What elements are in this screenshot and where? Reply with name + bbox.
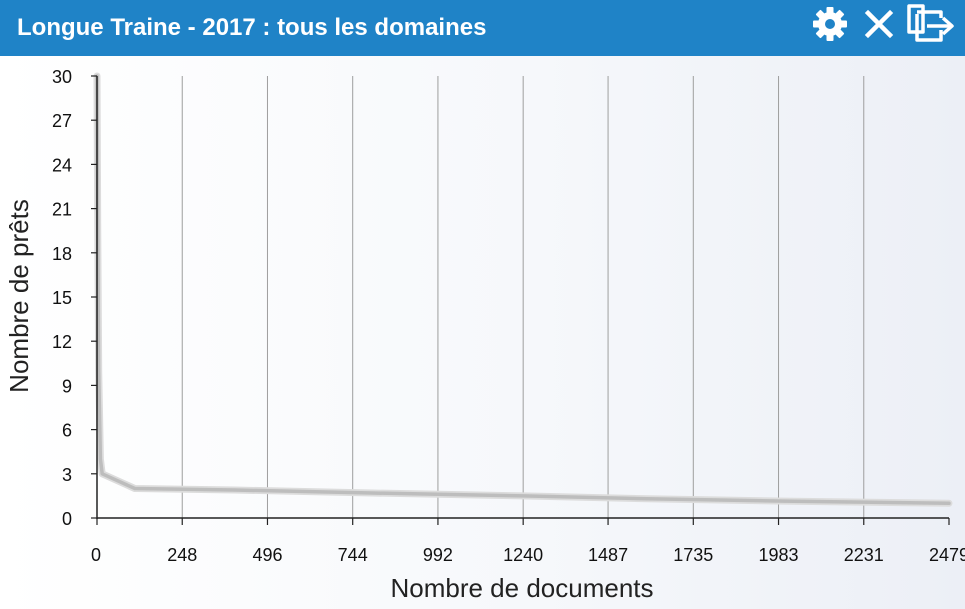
x-tick-label: 2479 xyxy=(929,545,965,565)
y-tick-label: 9 xyxy=(62,376,72,396)
gear-icon xyxy=(813,7,847,41)
x-tick-label: 1240 xyxy=(503,545,543,565)
y-tick-label: 18 xyxy=(52,244,72,264)
y-tick-label: 30 xyxy=(52,67,72,87)
x-tick-label: 496 xyxy=(252,545,282,565)
y-tick-label: 6 xyxy=(62,421,72,441)
x-tick-label: 992 xyxy=(423,545,453,565)
widget-title: Longue Traine - 2017 : tous les domaines xyxy=(17,14,487,41)
series-line xyxy=(95,74,951,506)
y-tick-label: 24 xyxy=(52,155,72,175)
y-tick-label: 27 xyxy=(52,111,72,131)
y-tick-label: 0 xyxy=(62,509,72,529)
settings-button[interactable] xyxy=(810,4,850,44)
y-tick-label: 15 xyxy=(52,288,72,308)
x-tick-label: 248 xyxy=(167,545,197,565)
x-tick-label: 1487 xyxy=(588,545,628,565)
x-tick-label: 744 xyxy=(338,545,368,565)
close-button[interactable] xyxy=(859,4,899,44)
widget-titlebar: Longue Traine - 2017 : tous les domaines xyxy=(0,0,965,56)
detach-button[interactable] xyxy=(905,4,963,44)
series-layer xyxy=(93,72,953,507)
close-icon xyxy=(864,9,894,39)
x-tick-label: 2231 xyxy=(844,545,884,565)
grid-layer xyxy=(181,76,865,518)
long-tail-chart: 0 3 6 9 12 15 18 21 24 27 30 0 248 496 744 992 1240 1487… xyxy=(4,67,965,603)
y-tick-label: 21 xyxy=(52,200,72,220)
export-icon xyxy=(907,4,954,42)
x-tick-label: 1735 xyxy=(673,545,713,565)
y-tick-label: 12 xyxy=(52,332,72,352)
axis-layer xyxy=(91,75,950,525)
x-tick-label: 0 xyxy=(91,545,101,565)
y-axis-title: Nombre de prêts xyxy=(4,199,34,393)
x-tick-labels: 0 248 496 744 992 1240 1487 1735 1983 2231 2479 xyxy=(91,545,965,565)
x-axis-title: Nombre de documents xyxy=(390,573,653,603)
x-tick-label: 1983 xyxy=(759,545,799,565)
y-tick-labels: 0 3 6 9 12 15 18 21 24 27 30 xyxy=(52,67,72,529)
y-tick-label: 3 xyxy=(62,465,72,485)
